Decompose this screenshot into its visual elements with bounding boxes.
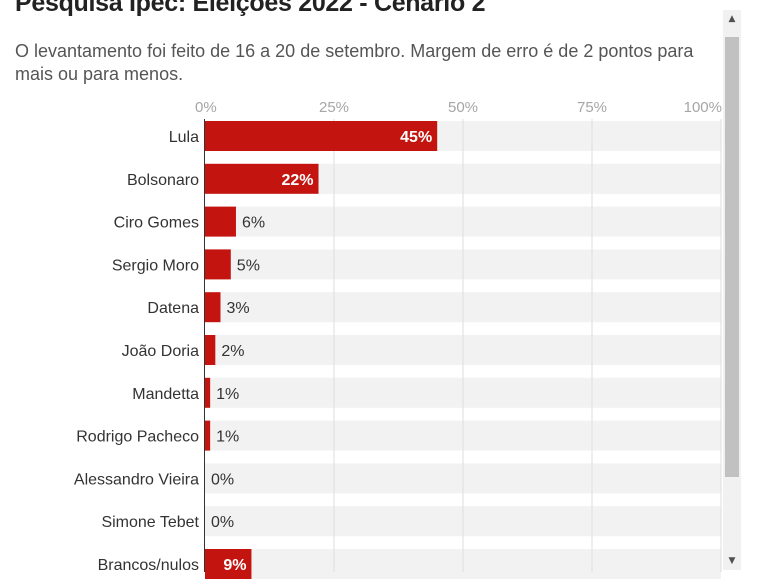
bar bbox=[205, 420, 211, 451]
category-label: Ciro Gomes bbox=[114, 215, 199, 232]
x-tick-label: 25% bbox=[319, 99, 349, 116]
bar bbox=[205, 121, 438, 151]
category-label: Sergio Moro bbox=[112, 257, 199, 274]
data-label: 9% bbox=[223, 557, 246, 574]
category-label: Alessandro Vieira bbox=[74, 471, 199, 488]
data-label: 1% bbox=[216, 386, 239, 403]
scroll-up-arrow-icon[interactable]: ▲ bbox=[728, 14, 736, 24]
category-label: Rodrigo Pacheco bbox=[76, 429, 199, 446]
data-label: 1% bbox=[216, 429, 239, 446]
data-label: 0% bbox=[211, 514, 234, 531]
category-label: Mandetta bbox=[132, 386, 199, 403]
bar bbox=[205, 249, 231, 280]
category-label: Bolsonaro bbox=[127, 172, 199, 189]
bar bbox=[205, 163, 319, 194]
data-label: 2% bbox=[221, 343, 244, 360]
data-label: 45% bbox=[400, 129, 432, 146]
bar bbox=[205, 206, 236, 237]
chart-title: Pesquisa Ipec: Eleições 2022 - Cenário 2 bbox=[15, 0, 486, 17]
x-tick-label: 50% bbox=[448, 99, 478, 116]
scrollbar-thumb[interactable] bbox=[725, 37, 739, 477]
x-tick-label: 75% bbox=[577, 99, 607, 116]
category-label: Lula bbox=[169, 129, 199, 146]
category-label: Datena bbox=[147, 300, 199, 317]
x-tick-label: 0% bbox=[195, 99, 217, 116]
chart-subtitle: O levantamento foi feito de 16 a 20 de s… bbox=[15, 41, 694, 84]
bar bbox=[205, 292, 221, 323]
data-label: 5% bbox=[237, 257, 260, 274]
data-label: 3% bbox=[226, 300, 249, 317]
scroll-down-arrow-icon[interactable]: ▼ bbox=[728, 556, 736, 566]
data-label: 0% bbox=[211, 471, 234, 488]
bar bbox=[205, 377, 211, 408]
bar bbox=[205, 335, 216, 365]
vertical-scrollbar[interactable]: ▲ ▼ bbox=[723, 10, 741, 570]
x-tick-label: 100% bbox=[684, 99, 722, 116]
data-label: 6% bbox=[242, 215, 265, 232]
category-label: Simone Tebet bbox=[101, 514, 199, 531]
category-label: João Doria bbox=[122, 343, 199, 360]
bar bbox=[205, 549, 252, 579]
data-label: 22% bbox=[281, 172, 313, 189]
category-label: Brancos/nulos bbox=[98, 557, 199, 574]
